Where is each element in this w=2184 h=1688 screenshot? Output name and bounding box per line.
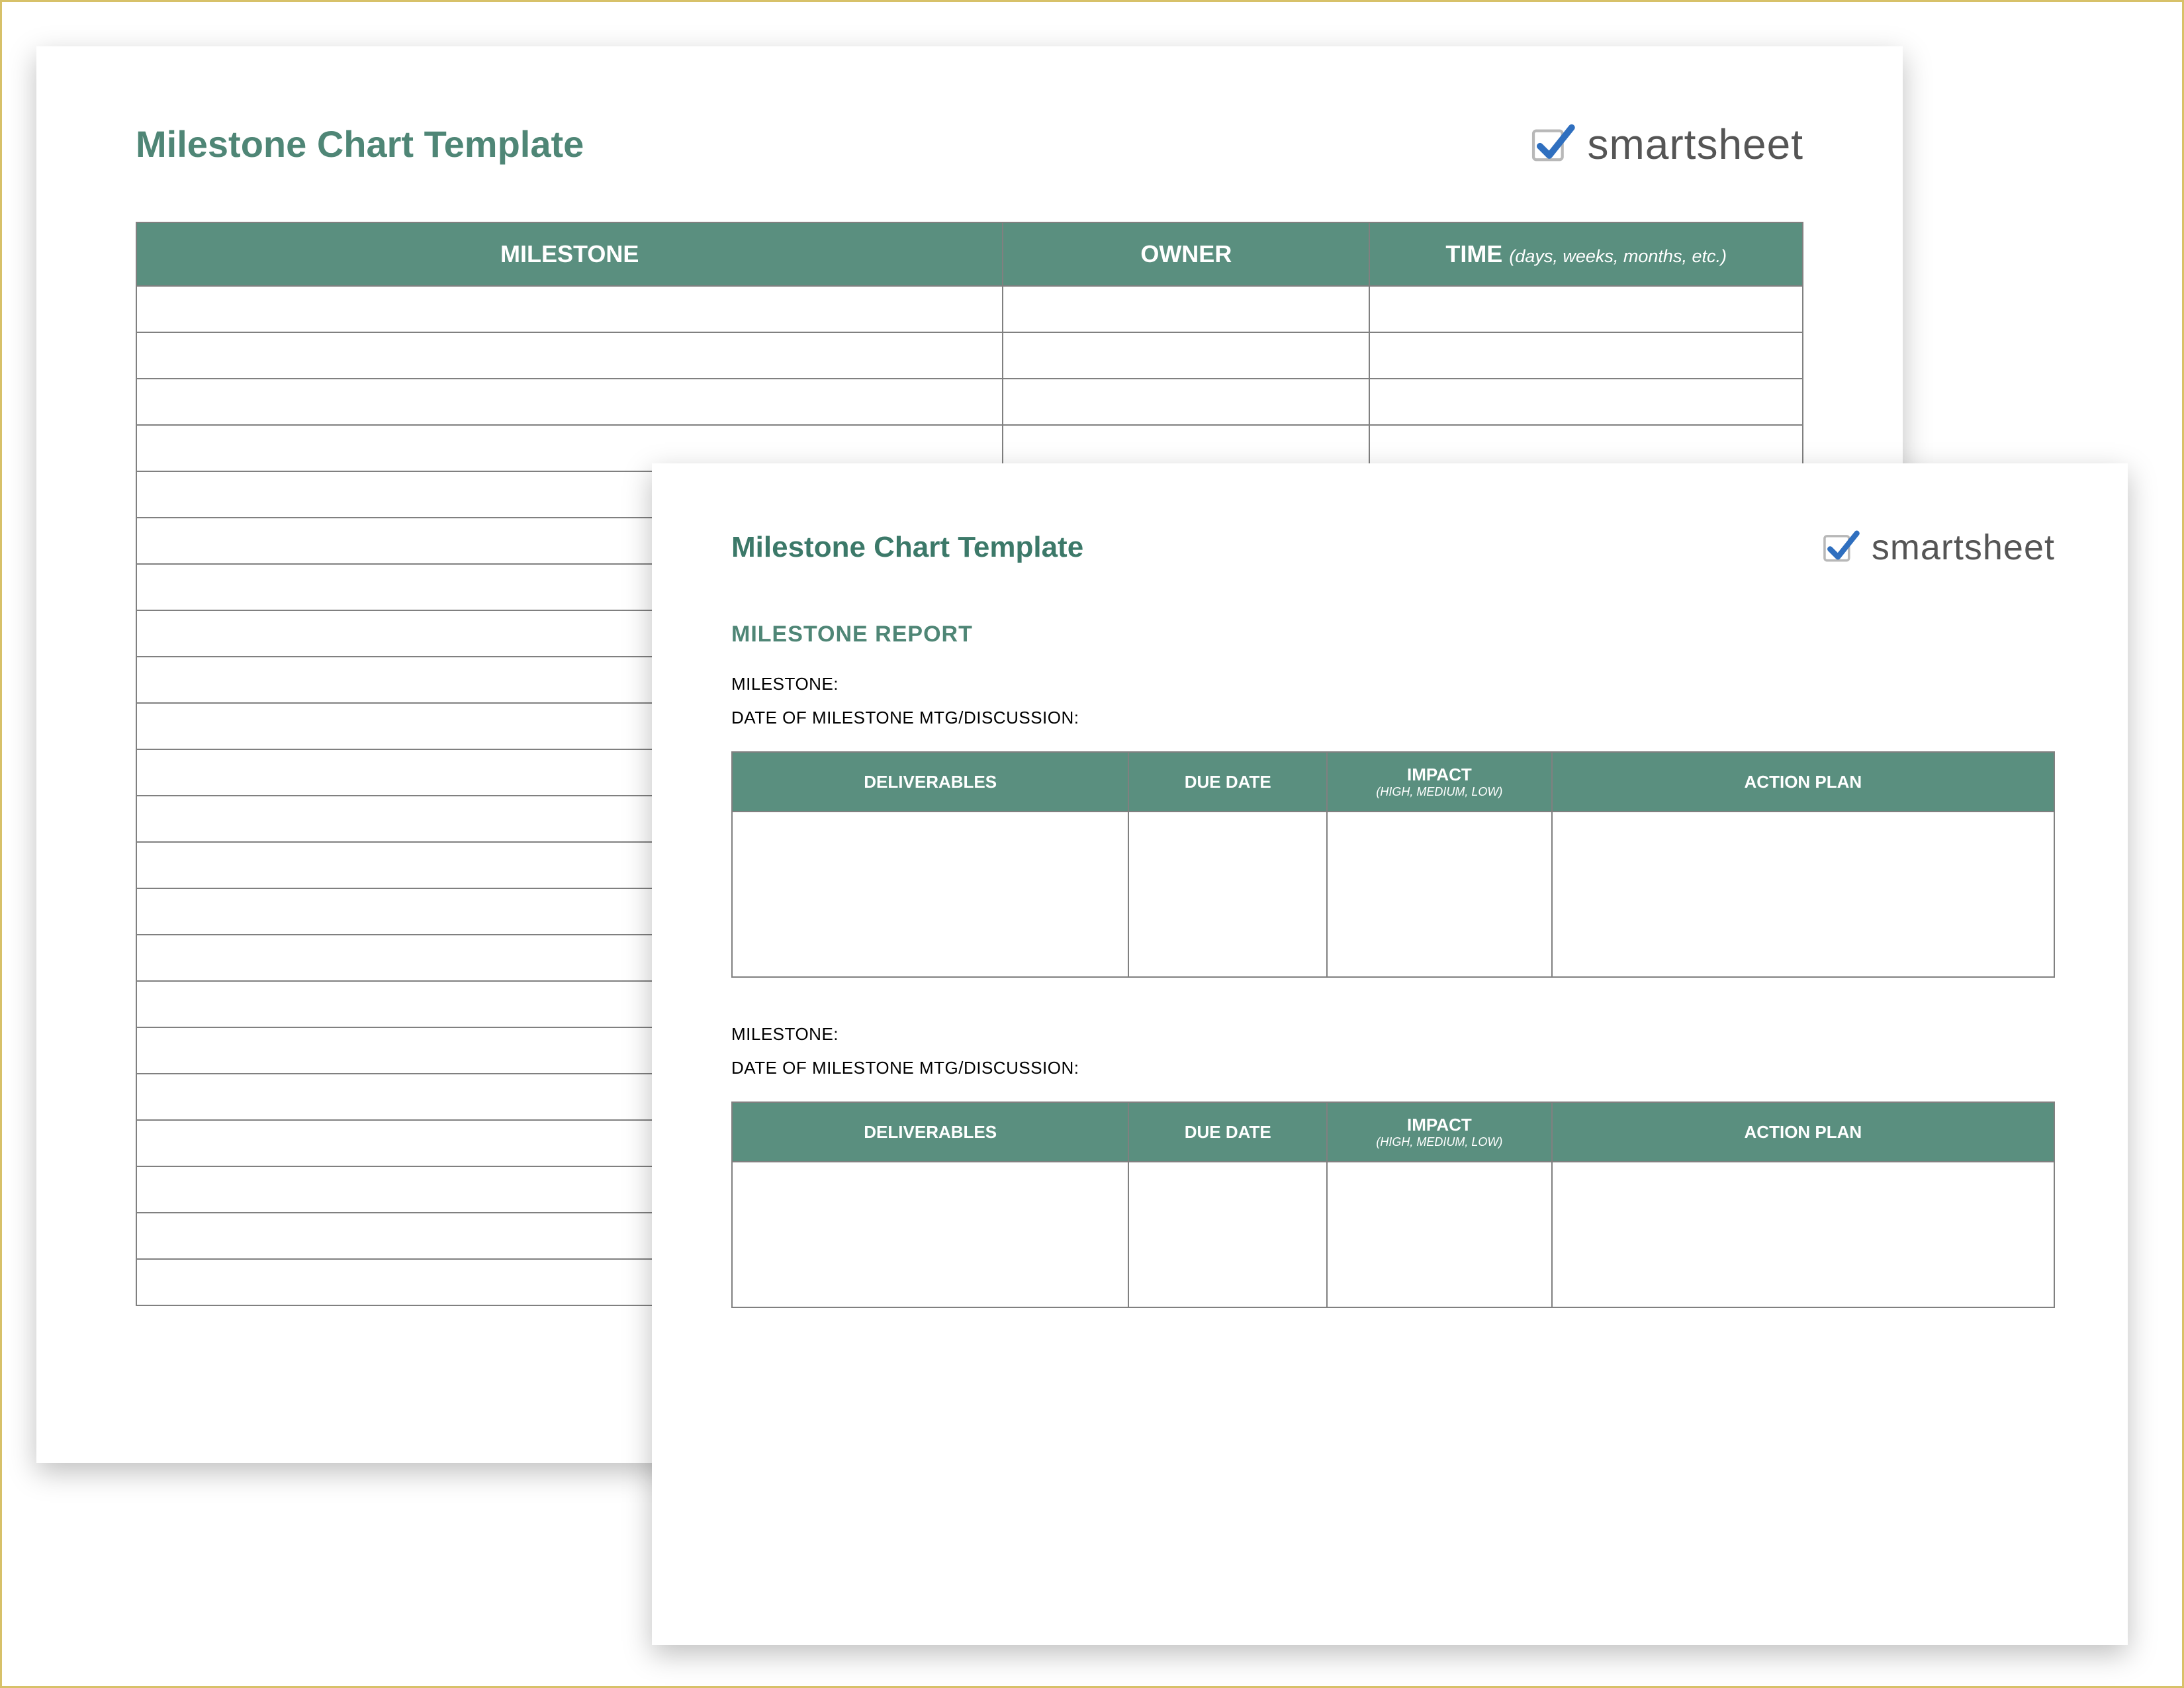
table-cell[interactable]: [732, 1162, 1128, 1307]
table-cell[interactable]: [1003, 286, 1369, 332]
table-cell[interactable]: [136, 332, 1003, 379]
logo-text: smartsheet: [1872, 527, 2055, 568]
table-cell[interactable]: [1369, 286, 1803, 332]
column-header-milestone: MILESTONE: [136, 222, 1003, 286]
column-header-time: TIME (days, weeks, months, etc.): [1369, 222, 1803, 286]
table-cell[interactable]: [1128, 1162, 1327, 1307]
table-cell[interactable]: [1327, 1162, 1552, 1307]
field-label-milestone: MILESTONE:: [731, 674, 2055, 694]
table-cell[interactable]: [732, 812, 1128, 977]
logo: smartsheet: [1821, 526, 2056, 569]
table-cell[interactable]: [136, 379, 1003, 425]
column-header-deliverables: DELIVERABLES: [732, 1102, 1128, 1162]
table-row: [732, 812, 2054, 977]
table-cell[interactable]: [1327, 812, 1552, 977]
table-cell[interactable]: [1552, 1162, 2054, 1307]
table-row: [136, 332, 1803, 379]
page-title: Milestone Chart Template: [731, 531, 1083, 564]
logo-text: smartsheet: [1587, 120, 1803, 169]
table-cell[interactable]: [1369, 379, 1803, 425]
logo: smartsheet: [1529, 119, 1803, 169]
table-cell[interactable]: [136, 286, 1003, 332]
column-header-due_date: DUE DATE: [1128, 1102, 1327, 1162]
milestone-report-table: DELIVERABLESDUE DATEIMPACT(HIGH, MEDIUM,…: [731, 1102, 2055, 1308]
table-row: [136, 379, 1803, 425]
table-cell[interactable]: [1369, 332, 1803, 379]
column-header-impact: IMPACT(HIGH, MEDIUM, LOW): [1327, 1102, 1552, 1162]
column-header-due_date: DUE DATE: [1128, 752, 1327, 812]
section-title-milestone-report: MILESTONE REPORT: [731, 622, 2055, 647]
field-label-date: DATE OF MILESTONE MTG/DISCUSSION:: [731, 1058, 2055, 1078]
column-header-owner: OWNER: [1003, 222, 1369, 286]
page-title: Milestone Chart Template: [136, 122, 584, 165]
logo-check-icon: [1821, 526, 1860, 569]
table-row: [732, 1162, 2054, 1307]
table-cell[interactable]: [1552, 812, 2054, 977]
page-back-header: Milestone Chart Template smartsheet: [136, 119, 1803, 169]
logo-check-icon: [1529, 119, 1575, 169]
column-header-action_plan: ACTION PLAN: [1552, 752, 2054, 812]
table-row: [136, 286, 1803, 332]
field-label-date: DATE OF MILESTONE MTG/DISCUSSION:: [731, 708, 2055, 728]
table-cell[interactable]: [1128, 812, 1327, 977]
column-header-deliverables: DELIVERABLES: [732, 752, 1128, 812]
table-cell[interactable]: [1003, 379, 1369, 425]
column-header-action_plan: ACTION PLAN: [1552, 1102, 2054, 1162]
page-front-template: Milestone Chart Template smartsheet MILE…: [652, 463, 2128, 1645]
milestone-report-table: DELIVERABLESDUE DATEIMPACT(HIGH, MEDIUM,…: [731, 751, 2055, 978]
field-label-milestone: MILESTONE:: [731, 1024, 2055, 1045]
page-front-header: Milestone Chart Template smartsheet: [731, 526, 2055, 569]
column-header-impact: IMPACT(HIGH, MEDIUM, LOW): [1327, 752, 1552, 812]
table-cell[interactable]: [1003, 332, 1369, 379]
